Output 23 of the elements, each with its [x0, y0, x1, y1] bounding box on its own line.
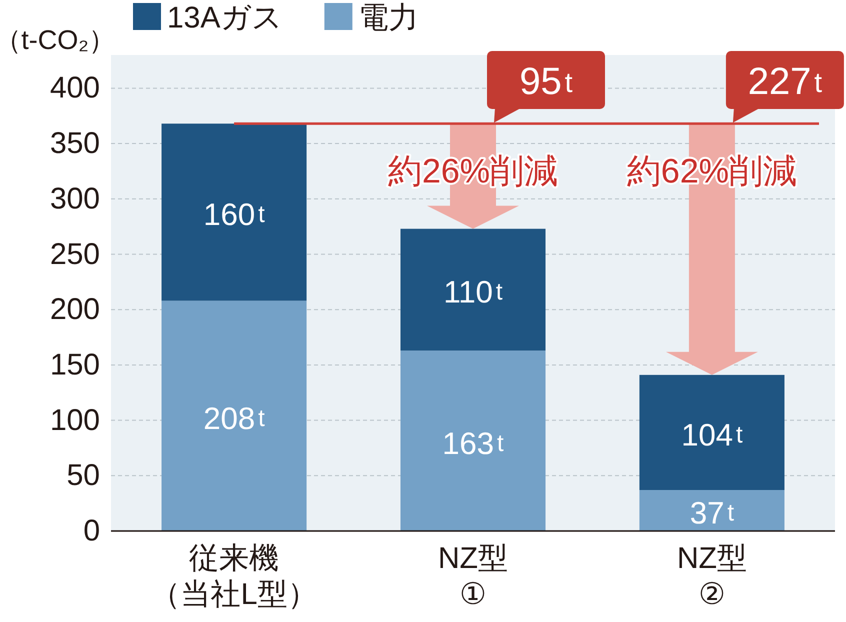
y-tick-label: 150: [50, 348, 100, 382]
x-tick-label: 従来機（当社L型）: [150, 542, 318, 611]
y-label: （t-CO₂）: [0, 25, 116, 55]
data-label: 37t: [690, 495, 734, 530]
legend-label: 13Aガス: [167, 2, 282, 34]
data-label: 104t: [681, 416, 743, 452]
data-label: 160t: [203, 196, 265, 232]
data-label: 208t: [203, 400, 265, 436]
x-tick-label: NZ型 ①: [438, 542, 508, 611]
annotation: 227t: [748, 61, 822, 103]
y-tick-label: 50: [66, 459, 100, 492]
annotation: 95t: [519, 61, 573, 103]
x-tick-label: NZ型 ②: [676, 542, 747, 611]
y-tick-label: 300: [50, 182, 100, 216]
y-tick-label: 250: [50, 238, 100, 271]
data-label: 110t: [443, 274, 503, 310]
y-tick-label: 200: [50, 293, 100, 326]
legend-label: 電力: [358, 2, 418, 34]
y-tick-label: 400: [50, 72, 100, 105]
y-tick-label: 100: [50, 404, 100, 437]
y-tick-label: 350: [50, 127, 100, 160]
data-label: 163t: [442, 425, 504, 460]
y-tick-label: 0: [83, 514, 100, 548]
